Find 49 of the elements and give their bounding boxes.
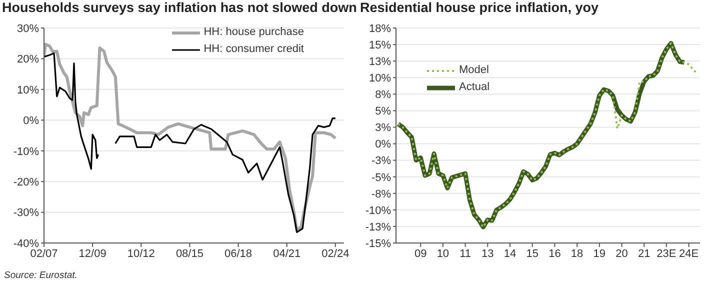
x-tick-label: 08/15 (176, 248, 204, 260)
x-tick-label: 13 (482, 248, 494, 260)
y-tick-label: -10% (13, 146, 40, 158)
x-tick-label: 19 (593, 248, 606, 260)
y-tick-label: -30% (13, 207, 40, 220)
x-tick-label: 12/09 (78, 248, 106, 260)
x-tick-label: 06/18 (224, 248, 252, 260)
y-tick-label: 5% (375, 106, 392, 118)
chart-title: Residential house price inflation, yoy (359, 0, 600, 17)
x-tick-label: 23E (656, 248, 676, 260)
x-tick-label: 14 (504, 248, 516, 260)
y-tick-label: -5% (371, 172, 392, 184)
x-tick-label: 15 (526, 248, 538, 260)
x-tick-label: 04/21 (273, 248, 301, 260)
y-tick-label: -13% (365, 221, 392, 234)
y-tick-label: -15% (365, 238, 392, 250)
y-tick-label: -3% (371, 155, 392, 168)
x-tick-label: 10/12 (127, 248, 155, 260)
x-tick-label: 02/24 (322, 248, 350, 260)
x-tick-label: 20 (616, 248, 628, 260)
legend-label: HH: consumer credit (204, 42, 304, 57)
y-tick-label: -8% (371, 188, 392, 200)
y-tick-label: 8% (375, 89, 392, 102)
source-note: Source: Eurostat. (4, 270, 78, 281)
x-tick-label: 11 (460, 248, 472, 260)
y-tick-label: 13% (368, 56, 392, 68)
y-tick-label: -40% (13, 238, 40, 250)
legend-label: HH: house purchase (204, 25, 304, 40)
legend-label: Model (459, 63, 489, 78)
y-tick-label: 20% (16, 54, 40, 66)
x-tick-label: 09 (414, 248, 427, 260)
y-tick-label: 0% (23, 115, 40, 128)
x-tick-label: 24E (679, 248, 699, 260)
y-tick-label: 3% (375, 122, 392, 134)
y-tick-label: -20% (13, 176, 40, 188)
y-tick-label: 0% (375, 138, 392, 151)
y-tick-label: 15% (368, 39, 392, 52)
y-tick-label: 18% (368, 22, 392, 35)
x-tick-label: 21 (638, 248, 650, 260)
y-tick-label: 10% (368, 72, 392, 85)
chart-title: Households surveys say inflation has not slowed down (1, 0, 357, 17)
y-tick-label: 30% (16, 22, 40, 35)
x-tick-label: 02/07 (30, 248, 58, 260)
x-tick-label: 18 (570, 248, 584, 260)
x-tick-label: 16 (548, 248, 561, 260)
x-tick-label: 10 (436, 248, 450, 260)
y-tick-label: 10% (16, 84, 40, 96)
legend-label: Actual (459, 80, 490, 95)
y-tick-label: -10% (365, 204, 392, 217)
